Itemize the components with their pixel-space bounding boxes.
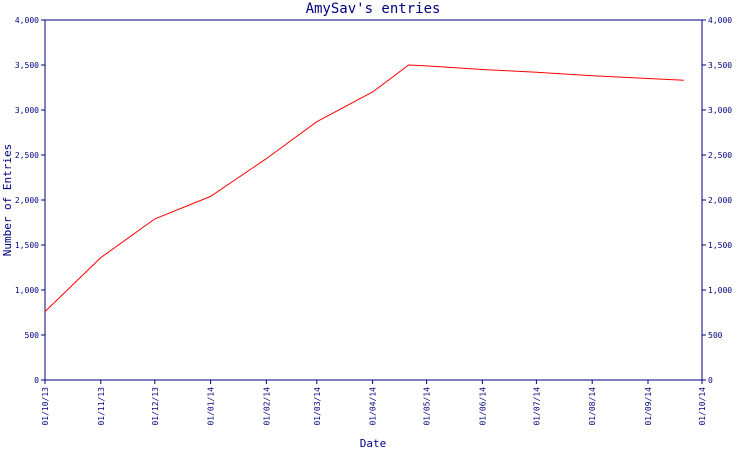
x-tick-label: 01/06/14 <box>478 387 487 426</box>
x-tick-label: 01/10/14 <box>698 387 707 426</box>
x-axis-label: Date <box>360 437 387 450</box>
y-tick-label-right: 1,000 <box>708 286 732 295</box>
x-tick-label: 01/04/14 <box>369 387 378 426</box>
x-tick-label: 01/07/14 <box>532 387 541 426</box>
y-tick-label-left: 500 <box>25 331 40 340</box>
y-tick-label-left: 3,000 <box>15 106 39 115</box>
x-tick-label: 01/03/14 <box>313 387 322 426</box>
y-axis-label: Number of Entries <box>1 144 14 257</box>
x-tick-label: 01/11/13 <box>97 387 106 426</box>
series-line <box>44 64 685 312</box>
y-tick-label-right: 3,000 <box>708 106 732 115</box>
x-tick-label: 01/05/14 <box>423 387 432 426</box>
y-tick-label-left: 3,500 <box>15 61 39 70</box>
chart-title: AmySav's entries <box>306 1 441 17</box>
y-tick-label-left: 1,000 <box>15 286 39 295</box>
y-tick-label-right: 2,500 <box>708 151 732 160</box>
y-tick-label-right: 0 <box>708 376 713 385</box>
y-tick-label-left: 2,500 <box>15 151 39 160</box>
y-tick-label-right: 1,500 <box>708 241 732 250</box>
y-tick-label-left: 0 <box>34 376 39 385</box>
y-tick-label-right: 500 <box>708 331 723 340</box>
y-tick-label-left: 2,000 <box>15 196 39 205</box>
x-tick-label: 01/02/14 <box>262 387 271 426</box>
y-tick-label-right: 2,000 <box>708 196 732 205</box>
x-tick-label: 01/09/14 <box>644 387 653 426</box>
plot-frame <box>44 19 703 381</box>
y-tick-label-left: 4,000 <box>15 16 39 25</box>
x-tick-label: 01/12/13 <box>151 387 160 426</box>
x-tick-label: 01/08/14 <box>588 387 597 426</box>
y-tick-label-right: 4,000 <box>708 16 732 25</box>
y-tick-label-left: 1,500 <box>15 241 39 250</box>
x-tick-label: 01/01/14 <box>207 387 216 426</box>
x-tick-label: 01/10/13 <box>41 387 50 426</box>
y-tick-label-right: 3,500 <box>708 61 732 70</box>
